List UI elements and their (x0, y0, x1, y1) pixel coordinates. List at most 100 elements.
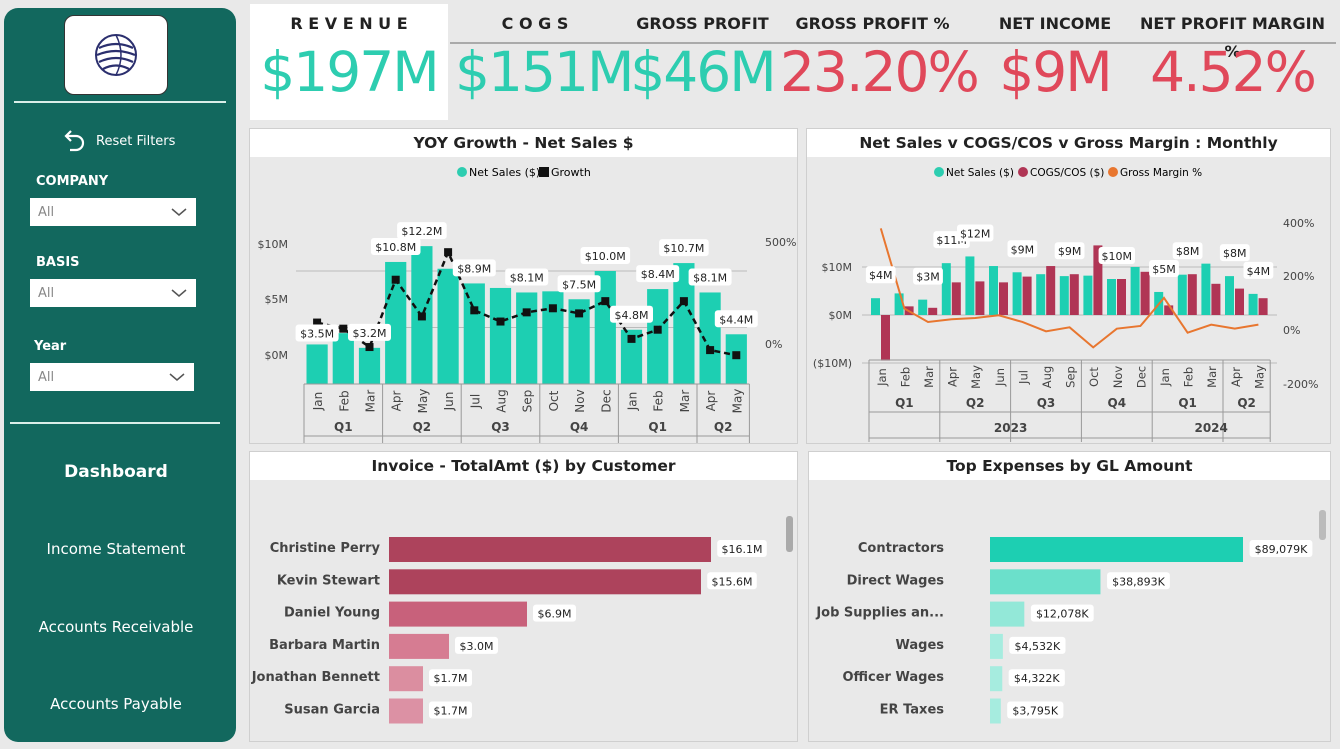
bar-cogs (1187, 274, 1197, 315)
data-label-box (913, 267, 943, 285)
kpi-value: 23.20% (780, 40, 980, 104)
x-tick-month: Dec (1134, 366, 1148, 388)
data-label-box (1172, 242, 1203, 260)
data-label: $4,532K (1015, 640, 1061, 653)
category-label: Barbara Martin (269, 638, 380, 653)
data-label-box (429, 701, 472, 719)
x-tick-quarter: Q2 (714, 420, 733, 434)
x-tick-month: Jan (626, 392, 640, 412)
data-label: $7.5M (562, 278, 596, 291)
company-filter-value: All (38, 204, 55, 220)
bar-net-sales (489, 287, 512, 384)
basis-filter-select[interactable]: All (30, 279, 196, 307)
company-filter-select[interactable]: All (30, 198, 196, 226)
category-label: Direct Wages (847, 573, 945, 588)
bar-net-sales (1225, 276, 1234, 315)
bar-net-sales (385, 261, 407, 384)
data-label: $9M (1011, 243, 1035, 256)
scrollbar[interactable] (1319, 510, 1326, 540)
x-tick-month: Jan (1158, 368, 1172, 387)
category-label: Kevin Stewart (277, 573, 380, 588)
x-tick-month: Mar (364, 390, 378, 413)
x-tick-quarter: Q4 (1108, 396, 1127, 410)
bar-cogs (928, 307, 938, 315)
kpi-net-income: NET INCOME $9M (975, 10, 1135, 110)
bar-net-sales (1083, 275, 1093, 315)
kpi-value: 4.52% (1150, 40, 1317, 104)
data-label-box (580, 247, 631, 264)
x-tick-month: Feb (898, 367, 912, 387)
year-filter-select[interactable]: All (30, 363, 194, 391)
bar-net-sales (568, 299, 590, 384)
kpi-title: NET INCOME (998, 14, 1112, 33)
kpi-revenue: R E V E N U E $197M (250, 10, 448, 110)
growth-point (627, 334, 636, 343)
basis-filter-value: All (38, 285, 55, 301)
yoy-growth-title: YOY Growth - Net Sales $ (250, 129, 797, 157)
x-tick-month: May (1252, 365, 1266, 389)
data-label: $10.7M (663, 242, 704, 255)
bar-net-sales (647, 289, 669, 384)
growth-point (339, 324, 348, 333)
x-tick-month: Jan (875, 368, 889, 387)
scrollbar[interactable] (786, 516, 793, 552)
nav-accounts-payable[interactable]: Accounts Payable (50, 695, 182, 713)
bar-net-sales (463, 283, 485, 384)
x-tick-month: Aug (495, 389, 509, 412)
data-label: $10.0M (585, 250, 626, 263)
bar (389, 666, 423, 692)
data-label: $8.1M (693, 271, 727, 284)
x-tick-month: Oct (547, 390, 561, 411)
bar-cogs (1093, 245, 1103, 315)
bar-cogs (975, 281, 985, 315)
expenses-panel: Top Expenses by GL Amount Contractors $89… (808, 451, 1331, 749)
bar-net-sales (1036, 274, 1046, 315)
kpi-gross-profit: GROSS PROFIT $46M (625, 10, 780, 110)
data-label-box (370, 237, 421, 255)
data-label: $3.5M (300, 327, 334, 340)
data-label-box (429, 669, 472, 687)
data-label-box (533, 604, 576, 622)
kpi-divider (450, 42, 1336, 44)
x-tick-month: Nov (573, 389, 587, 412)
x-tick-month: Apr (704, 391, 718, 412)
kpi-value: $197M (260, 40, 439, 104)
nav-income-statement[interactable]: Income Statement (46, 540, 186, 558)
reset-filters-button[interactable]: Reset Filters (58, 126, 175, 156)
x-tick-quarter: Q2 (966, 396, 985, 410)
bar-net-sales (989, 266, 998, 315)
invoice-chart: Christine Perry $16.1M Kevin Stewart $15.6M… (251, 516, 793, 749)
data-label-box (452, 259, 496, 277)
data-label: $1.7M (434, 672, 468, 685)
data-label: $15.6M (712, 575, 753, 588)
bar-net-sales (1012, 272, 1022, 315)
data-label-box (1007, 701, 1064, 719)
data-label-box (1008, 669, 1065, 687)
bar (389, 698, 423, 724)
x-tick-month: Nov (1111, 366, 1125, 389)
divider (14, 101, 226, 103)
x-tick-month: May (969, 365, 983, 389)
x-tick-month: Sep (521, 390, 535, 413)
data-label: $8M (1223, 247, 1247, 260)
bar-cogs (951, 282, 961, 315)
bar (389, 633, 449, 659)
category-label: Job Supplies an... (815, 606, 944, 621)
nav-dashboard[interactable]: Dashboard (64, 462, 168, 482)
divider (10, 422, 220, 424)
y2-tick: 400% (1283, 217, 1314, 230)
growth-point (522, 308, 531, 317)
x-tick-month: Feb (652, 390, 666, 411)
data-label-box (505, 268, 549, 286)
kpi-title: NET PROFIT MARGIN % (1140, 14, 1325, 61)
legend-gross-margin-marker (1108, 167, 1118, 177)
x-tick-month: Aug (1040, 366, 1054, 388)
x-tick-month: Feb (337, 390, 351, 411)
company-logo[interactable] (64, 15, 168, 95)
bar-cogs (1117, 279, 1126, 315)
bar-net-sales (542, 291, 564, 384)
bar (389, 601, 527, 627)
nav-accounts-receivable[interactable]: Accounts Receivable (38, 618, 194, 636)
legend-cogs: COGS/COS ($) (1030, 167, 1104, 179)
bar-net-sales (332, 333, 354, 384)
